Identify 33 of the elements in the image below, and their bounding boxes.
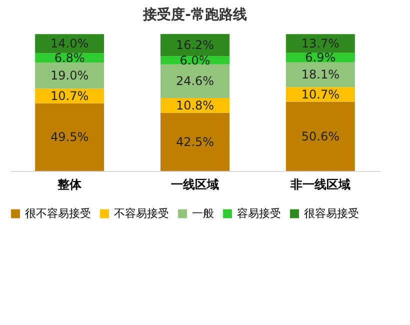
- data-label: 50.6%: [301, 129, 340, 144]
- legend-label: 一般: [192, 206, 214, 220]
- x-tick-label: 非一线区域: [289, 178, 350, 192]
- data-label: 6.0%: [180, 53, 210, 68]
- data-label: 10.7%: [301, 87, 340, 102]
- data-label: 14.0%: [50, 36, 89, 51]
- bar: [160, 34, 230, 56]
- bar: [35, 103, 104, 171]
- data-label: 18.1%: [301, 68, 340, 82]
- bar: [286, 34, 355, 53]
- bar: [286, 62, 355, 88]
- data-label: 10.7%: [50, 88, 89, 103]
- data-label: 6.8%: [54, 50, 85, 65]
- x-tick-label: 一线区域: [171, 178, 219, 192]
- legend-label: 容易接受: [237, 206, 281, 220]
- data-label: 16.2%: [176, 38, 214, 52]
- bar: [35, 34, 104, 54]
- bar: [35, 62, 104, 89]
- data-label: 24.6%: [176, 74, 214, 88]
- data-label: 49.5%: [50, 130, 89, 144]
- bar: [160, 112, 230, 171]
- x-tick-label: 整体: [56, 178, 83, 192]
- bar: [160, 64, 230, 98]
- legend-label: 很不容易接受: [25, 206, 91, 220]
- data-label: 19.0%: [50, 68, 89, 83]
- legend-label: 很容易接受: [304, 206, 359, 220]
- bar: [286, 102, 355, 171]
- data-label: 10.8%: [176, 98, 214, 112]
- legend-label: 不容易接受: [114, 206, 169, 220]
- data-label: 42.5%: [176, 134, 214, 149]
- data-label: 6.9%: [305, 50, 336, 65]
- chart-title: 接受度-常跑路线: [142, 6, 247, 23]
- data-label: 13.7%: [301, 36, 340, 51]
